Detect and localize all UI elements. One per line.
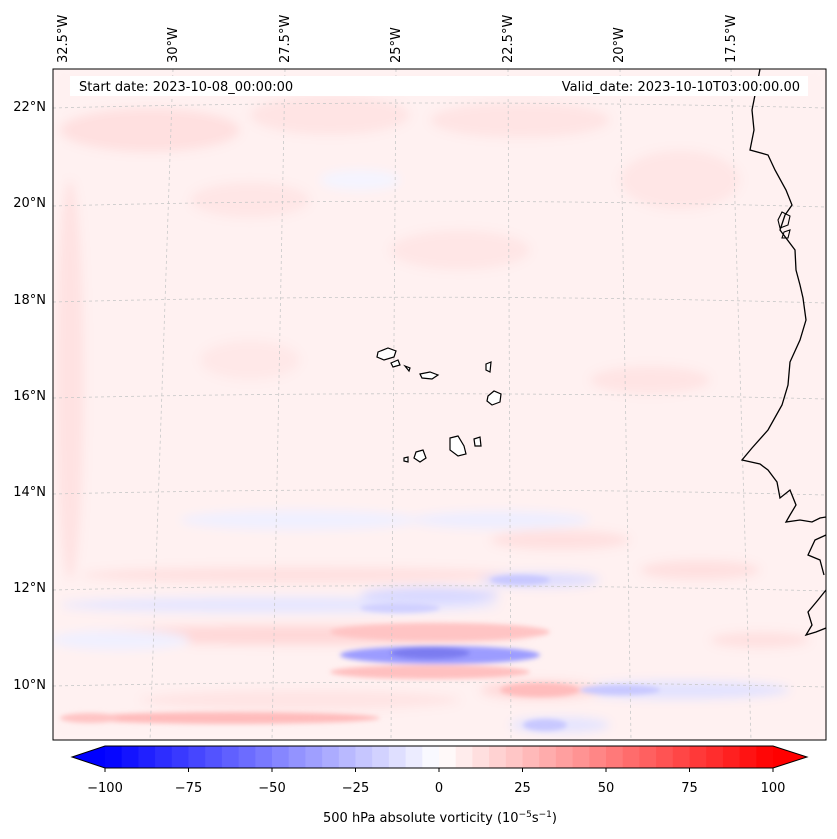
island <box>473 436 482 447</box>
colorbar-segments <box>72 746 807 768</box>
coastal-islet <box>781 229 791 239</box>
colorbar-segment <box>589 746 607 768</box>
west-africa-coastline <box>740 69 826 637</box>
colorbar-segment <box>305 746 323 768</box>
colorbar-segment <box>272 746 290 768</box>
colorbar-segment <box>138 746 156 768</box>
island <box>376 347 397 361</box>
colorbar-segment <box>288 746 306 768</box>
colorbar-tick-label: 25 <box>514 781 531 796</box>
longitude-labels: 32.5°W 30°W 27.5°W 25°W 22.5°W 20°W 17.5… <box>56 15 739 63</box>
vorticity-strong-band <box>60 575 660 731</box>
lat-label: 12°N <box>13 581 46 596</box>
colorbar-segment <box>322 746 340 768</box>
colorbar-tick-label: 100 <box>761 781 786 796</box>
colorbar-segment <box>706 746 724 768</box>
colorbar-segment <box>121 746 139 768</box>
island <box>403 364 411 373</box>
lat-label: 16°N <box>13 389 46 404</box>
lat-label: 20°N <box>13 196 46 211</box>
colorbar-segment <box>472 746 490 768</box>
colorbar-segment <box>522 746 540 768</box>
colorbar-segment <box>355 746 373 768</box>
lon-label: 17.5°W <box>724 15 739 63</box>
lon-label: 20°W <box>612 27 627 63</box>
lon-label: 30°W <box>166 27 181 63</box>
lat-label: 14°N <box>13 485 46 500</box>
colorbar-segment <box>422 746 440 768</box>
map-plot-area: Start date: 2023-10-08_00:00:00 Valid_da… <box>53 69 826 740</box>
lat-label: 22°N <box>13 100 46 115</box>
lon-label: 27.5°W <box>278 15 293 63</box>
coastal-islet <box>777 211 791 229</box>
colorbar-segment <box>539 746 557 768</box>
colorbar-segment <box>489 746 507 768</box>
colorbar-title: 500 hPa absolute vorticity (10−5s−1) <box>323 810 557 826</box>
start-date-label: Start date: 2023-10-08_00:00:00 <box>79 80 293 95</box>
colorbar-segment <box>388 746 407 768</box>
info-box <box>70 76 808 96</box>
colorbar-tick-label: −50 <box>258 781 285 796</box>
lat-label: 10°N <box>13 678 46 693</box>
colorbar-segment <box>739 746 757 768</box>
colorbar-segment <box>405 746 423 768</box>
lat-label: 18°N <box>13 293 46 308</box>
colorbar-segment <box>622 746 640 768</box>
island <box>390 359 401 368</box>
colorbar-segment <box>105 746 123 768</box>
island <box>486 390 502 406</box>
colorbar-segment <box>756 746 774 768</box>
colorbar-segment <box>188 746 206 768</box>
colorbar-tick-label: 0 <box>435 781 443 796</box>
colorbar-under-extension <box>72 746 105 768</box>
colorbar-segment <box>372 746 390 768</box>
colorbar-segment <box>555 746 574 768</box>
colorbar: −100 −75 −50 −25 0 25 50 75 100 500 hPa … <box>70 745 809 826</box>
colorbar-segment <box>238 746 256 768</box>
island <box>419 371 440 380</box>
colorbar-tick-label: −100 <box>87 781 123 796</box>
colorbar-segment <box>255 746 273 768</box>
valid-date-label: Valid_date: 2023-10-10T03:00:00.00 <box>562 80 800 95</box>
lon-label: 32.5°W <box>56 15 71 63</box>
colorbar-segment <box>672 746 691 768</box>
colorbar-segment <box>656 746 674 768</box>
island <box>449 435 467 457</box>
colorbar-segment <box>221 746 240 768</box>
colorbar-segment <box>505 746 524 768</box>
colorbar-over-extension <box>773 746 807 768</box>
colorbar-segment <box>572 746 590 768</box>
colorbar-segment <box>439 746 457 768</box>
cape-verde-islands <box>376 347 502 463</box>
colorbar-segment <box>606 746 624 768</box>
colorbar-segment <box>689 746 707 768</box>
gridlines <box>53 69 826 740</box>
colorbar-segment <box>171 746 190 768</box>
latitude-labels: 22°N 20°N 18°N 16°N 14°N 12°N 10°N <box>13 100 46 693</box>
island <box>403 456 409 463</box>
colorbar-segment <box>155 746 173 768</box>
map-frame <box>52 68 827 741</box>
colorbar-segment <box>455 746 473 768</box>
colorbar-segment <box>722 746 741 768</box>
colorbar-ticks <box>104 768 774 772</box>
lon-label: 22.5°W <box>501 15 516 63</box>
colorbar-tick-label: −25 <box>342 781 369 796</box>
colorbar-segment <box>205 746 223 768</box>
island <box>413 449 427 463</box>
colorbar-segment <box>639 746 657 768</box>
colorbar-tick-labels: −100 −75 −50 −25 0 25 50 75 100 <box>87 781 785 796</box>
colorbar-tick-label: 50 <box>598 781 615 796</box>
colorbar-tick-label: −75 <box>175 781 202 796</box>
colorbar-segment <box>338 746 357 768</box>
island <box>485 361 492 373</box>
lon-label: 25°W <box>389 27 404 63</box>
colorbar-tick-label: 75 <box>681 781 698 796</box>
